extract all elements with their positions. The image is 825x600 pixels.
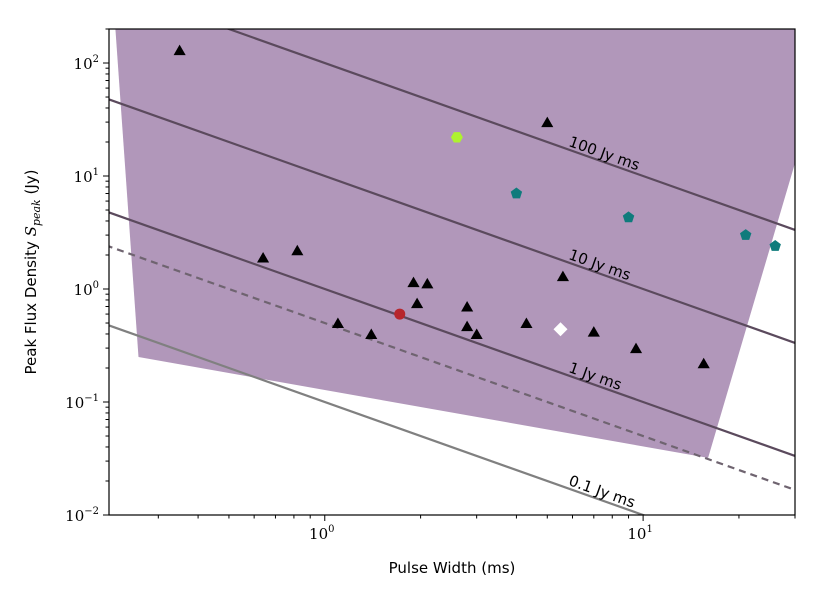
- fluence-line-label: 0.1 Jy ms: [566, 472, 637, 512]
- data-point-pentagon: [740, 229, 752, 240]
- data-point-triangle: [520, 317, 533, 328]
- plot-area: [109, 29, 795, 515]
- data-point-pentagon: [510, 187, 523, 199]
- data-point-diamond: [553, 322, 568, 337]
- fluence-line-2: [109, 211, 795, 458]
- data-point-triangle: [291, 244, 304, 256]
- data-point-triangle: [365, 328, 378, 339]
- y-tick-label: 100: [74, 280, 99, 299]
- data-point-triangle: [257, 252, 270, 263]
- plot-frame: [108, 28, 796, 516]
- data-point-triangle: [470, 328, 483, 339]
- fluence-line-1: [109, 98, 795, 345]
- fluence-line-4: [109, 324, 647, 515]
- data-point-triangle: [461, 320, 474, 332]
- y-axis-label-subscript: peak: [30, 199, 43, 226]
- data-point-triangle: [331, 317, 344, 328]
- data-point-pentagon: [622, 211, 635, 223]
- data-point-triangle: [541, 116, 554, 128]
- data-point-triangle: [407, 276, 420, 288]
- y-tick-label: 102: [74, 54, 99, 73]
- y-axis-label-main: Peak Flux Density: [22, 236, 40, 374]
- axes: 100 101 10−2 10−1 100 101 102: [65, 28, 796, 543]
- data-point-hexagon: [450, 132, 463, 143]
- data-point-circle: [394, 308, 406, 320]
- data-point-triangle: [421, 277, 434, 289]
- y-axis-label-unit: (Jy): [22, 170, 40, 200]
- y-axis-label-symbol: S: [22, 226, 40, 236]
- y-axis-label: Peak Flux Density Speak (Jy): [22, 170, 43, 375]
- fluence-line-dashed: [109, 245, 795, 492]
- data-point-triangle: [556, 270, 569, 282]
- data-point-triangle: [461, 301, 474, 312]
- sensitivity-region: [115, 29, 795, 458]
- data-point-triangle: [587, 326, 600, 337]
- x-axis-label: Pulse Width (ms): [389, 559, 516, 577]
- fluence-line-0: [225, 29, 795, 232]
- y-tick-label: 101: [74, 167, 99, 186]
- data-point-pentagon: [769, 240, 781, 251]
- y-tick-label: 10−2: [65, 506, 99, 525]
- x-tick-label: 101: [627, 524, 652, 543]
- data-point-triangle: [697, 357, 710, 369]
- data-point-triangle: [411, 297, 424, 309]
- data-point-triangle: [630, 342, 643, 354]
- x-tick-label: 100: [309, 524, 334, 543]
- y-tick-label: 10−1: [65, 393, 99, 412]
- data-point-triangle: [173, 44, 186, 56]
